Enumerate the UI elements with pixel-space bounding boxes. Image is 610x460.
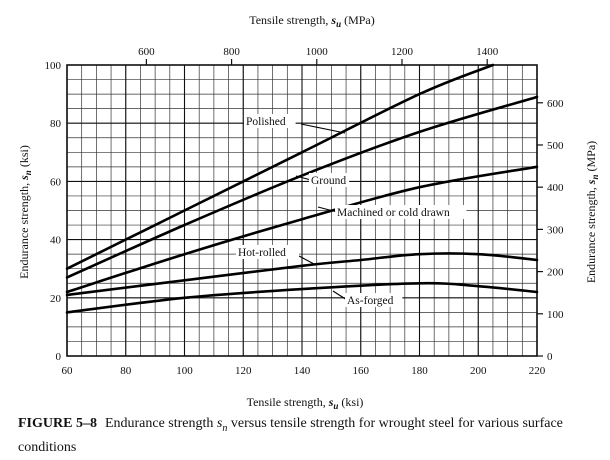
leader-line-as-forged <box>332 290 348 301</box>
series-label-machined-or-cold-drawn: Machined or cold drawn <box>337 207 450 219</box>
y2-axis-title: Endurance strength, sn (MPa) <box>584 141 600 283</box>
x-axis-title: Tensile strength, su (ksi) <box>247 395 364 411</box>
x-tick-label: 140 <box>294 365 311 377</box>
leader-line-hot-rolled <box>298 255 315 265</box>
y-tick-label: 80 <box>50 118 62 130</box>
label-bg-hot-rolled <box>236 245 299 259</box>
y-axis-title: Endurance strength, sn (ksi) <box>17 145 33 279</box>
x-tick-label: 200 <box>470 365 487 377</box>
y2-tick-label: 100 <box>547 309 564 321</box>
series-line-ground <box>65 95 539 279</box>
caption-text: Endurance strength sn versus tensile str… <box>18 416 563 455</box>
series-line-as-forged <box>65 281 539 314</box>
x2-tick-label: 1200 <box>391 46 414 58</box>
series-label-hot-rolled: Hot-rolled <box>238 247 286 259</box>
x2-tick-label: 1400 <box>476 46 499 58</box>
series-label-polished: Polished <box>246 116 286 128</box>
y-tick-label: 20 <box>50 293 62 305</box>
y2-tick-label: 400 <box>547 182 564 194</box>
leader-line-ground <box>295 175 312 181</box>
plot-frame <box>66 64 538 357</box>
y2-tick-label: 500 <box>547 140 564 152</box>
series-group <box>65 63 539 314</box>
series-line-polished <box>65 63 495 270</box>
x-tick-label: 160 <box>353 365 370 377</box>
y-tick-label: 40 <box>50 235 62 247</box>
series-label-ground: Ground <box>311 175 346 187</box>
x2-tick-label: 600 <box>138 46 155 58</box>
y2-tick-label: 300 <box>547 224 564 236</box>
leader-line-polished <box>300 123 346 134</box>
x-tick-label: 60 <box>62 365 74 377</box>
curve-labels: Polished Ground Machined or cold drawn Hot-… <box>236 114 467 307</box>
y2-tick-label: 0 <box>547 351 553 363</box>
x2-tick-label: 800 <box>223 46 240 58</box>
label-bg-ground <box>309 173 350 187</box>
leader-line-machined-or-cold-drawn <box>317 206 338 213</box>
x-tick-label: 120 <box>235 365 252 377</box>
endurance-strength-chart: 60 80 100 120 140 160 180 200 220020406080100600… <box>17 13 600 411</box>
series-label-as-forged: As-forged <box>347 295 394 307</box>
series-line-hot-rolled <box>65 252 539 297</box>
y2-tick-label: 600 <box>547 98 564 110</box>
x-tick-label: 80 <box>120 365 132 377</box>
label-bg-as-forged <box>345 293 403 307</box>
y-tick-label: 60 <box>50 176 62 188</box>
y-tick-label: 100 <box>45 60 62 72</box>
x-tick-label: 180 <box>411 365 428 377</box>
y2-tick-label: 200 <box>547 267 564 279</box>
figure-caption: FIGURE 5–8 Endurance strength sn versus t… <box>18 414 608 457</box>
label-bg-machined-or-cold-drawn <box>335 205 467 219</box>
label-bg-polished <box>244 114 296 128</box>
axis-ticks: 60 80 100 120 140 160 180 200 220020406080100600… <box>45 46 565 377</box>
x2-tick-label: 1000 <box>306 46 329 58</box>
figure-number: FIGURE 5–8 <box>18 416 97 431</box>
x-tick-label: 220 <box>529 365 546 377</box>
x-tick-label: 100 <box>176 365 193 377</box>
x2-axis-title: Tensile strength, su (MPa) <box>249 13 375 29</box>
y-tick-label: 0 <box>56 351 62 363</box>
series-line-machined-or-cold-drawn <box>65 165 539 294</box>
